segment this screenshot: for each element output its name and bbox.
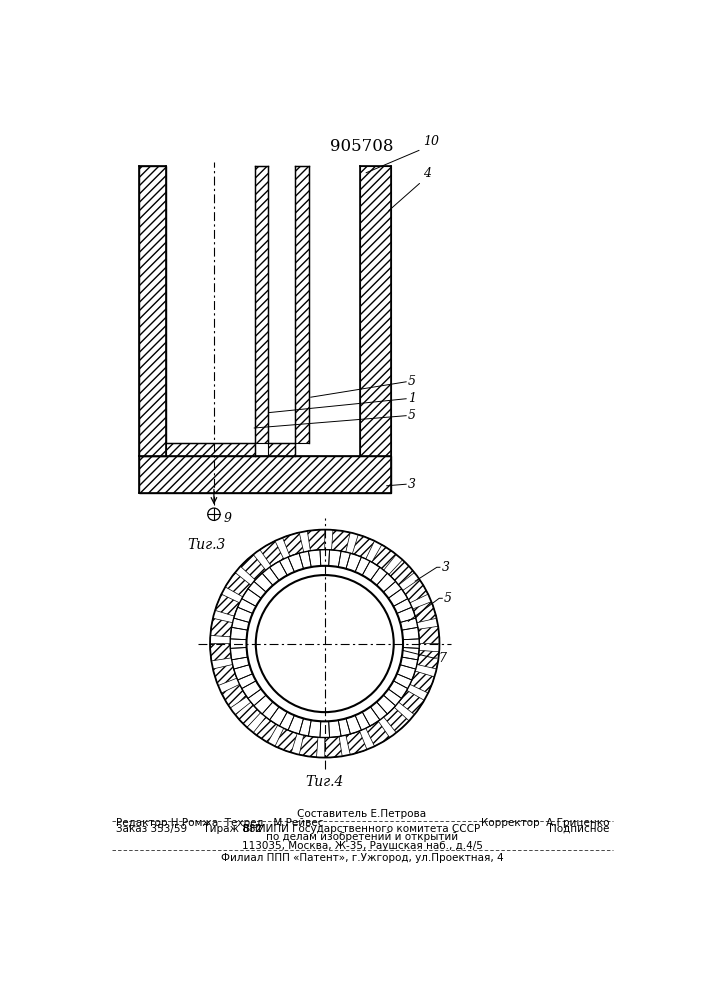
Polygon shape <box>234 665 252 680</box>
Text: 7: 7 <box>438 652 446 665</box>
Bar <box>139 456 391 493</box>
Polygon shape <box>346 715 361 734</box>
Polygon shape <box>388 589 408 606</box>
Text: Филиал ППП «Патент», г.Ужгород, ул.Проектная, 4: Филиал ППП «Патент», г.Ужгород, ул.Проек… <box>221 853 503 863</box>
Polygon shape <box>413 602 437 623</box>
Polygon shape <box>230 648 247 660</box>
Bar <box>360 166 391 456</box>
Polygon shape <box>269 561 287 580</box>
Polygon shape <box>389 560 414 585</box>
Text: 113035, Москва, Ж-35, Раушская наб., д.4/5: 113035, Москва, Ж-35, Раушская наб., д.4… <box>242 841 482 851</box>
Polygon shape <box>254 573 273 592</box>
Polygon shape <box>410 671 435 693</box>
Polygon shape <box>254 695 273 714</box>
Bar <box>166 443 255 456</box>
Text: Заказ 353/59     Тираж 882: Заказ 353/59 Тираж 882 <box>115 824 262 834</box>
Polygon shape <box>275 728 297 753</box>
Text: Τиг.4: Τиг.4 <box>305 774 344 788</box>
Polygon shape <box>308 550 321 567</box>
Bar <box>309 166 360 456</box>
Bar <box>139 166 166 456</box>
Text: 1: 1 <box>408 392 416 405</box>
Text: 10: 10 <box>423 135 439 148</box>
Polygon shape <box>402 627 419 640</box>
Text: Корректор  А.Гриценко: Корректор А.Гриценко <box>481 818 609 828</box>
Text: ВНИИПИ Государственного комитета СССР: ВНИИПИ Государственного комитета СССР <box>243 824 481 834</box>
Polygon shape <box>221 684 247 708</box>
Polygon shape <box>362 707 380 726</box>
Bar <box>268 166 296 443</box>
Text: Τиг.3: Τиг.3 <box>187 538 226 552</box>
Polygon shape <box>419 626 440 644</box>
Polygon shape <box>235 702 261 727</box>
Polygon shape <box>210 644 231 661</box>
Polygon shape <box>397 665 416 680</box>
Polygon shape <box>213 665 237 686</box>
Polygon shape <box>346 553 361 572</box>
Polygon shape <box>366 721 390 746</box>
Text: 3: 3 <box>441 561 450 574</box>
Polygon shape <box>288 553 303 572</box>
Polygon shape <box>215 594 240 616</box>
Polygon shape <box>234 607 252 622</box>
Polygon shape <box>325 736 342 758</box>
Polygon shape <box>403 579 428 603</box>
Polygon shape <box>253 717 278 742</box>
Bar <box>309 166 360 456</box>
Circle shape <box>257 576 393 711</box>
Text: 5: 5 <box>408 409 416 422</box>
Polygon shape <box>362 561 380 580</box>
Polygon shape <box>388 681 408 698</box>
Polygon shape <box>240 555 266 580</box>
Polygon shape <box>288 715 303 734</box>
Polygon shape <box>299 735 318 757</box>
Text: 905708: 905708 <box>330 138 394 155</box>
Text: Редактор Н.Ромжа  Техред   М.Рейвес: Редактор Н.Ромжа Техред М.Рейвес <box>115 818 323 828</box>
Polygon shape <box>308 720 321 737</box>
Polygon shape <box>346 731 367 755</box>
Polygon shape <box>242 589 261 606</box>
Circle shape <box>209 528 441 759</box>
Polygon shape <box>230 627 247 640</box>
Polygon shape <box>397 607 416 622</box>
Polygon shape <box>332 530 350 552</box>
Text: по делам изобретений и открытий: по делам изобретений и открытий <box>266 832 458 842</box>
Polygon shape <box>308 530 325 551</box>
Bar <box>296 166 309 443</box>
Bar <box>255 166 268 443</box>
Polygon shape <box>329 550 341 567</box>
Polygon shape <box>402 648 419 660</box>
Text: 5: 5 <box>408 375 416 388</box>
Polygon shape <box>352 535 375 559</box>
Polygon shape <box>377 695 396 714</box>
Polygon shape <box>399 690 424 715</box>
Polygon shape <box>377 573 396 592</box>
Polygon shape <box>226 573 251 597</box>
Text: 3: 3 <box>408 478 416 491</box>
Polygon shape <box>260 541 284 566</box>
Text: 5: 5 <box>444 592 452 605</box>
Bar <box>166 166 255 443</box>
Bar <box>268 443 296 456</box>
Polygon shape <box>283 532 304 556</box>
Polygon shape <box>211 618 233 637</box>
Polygon shape <box>242 681 261 698</box>
Polygon shape <box>269 707 287 726</box>
Polygon shape <box>329 720 341 737</box>
Polygon shape <box>372 545 396 570</box>
Text: 9: 9 <box>223 512 231 525</box>
Text: Подписное: Подписное <box>549 824 609 834</box>
Text: 4: 4 <box>423 167 431 180</box>
Polygon shape <box>384 707 409 733</box>
Polygon shape <box>417 650 439 669</box>
Text: Составитель Е.Петрова: Составитель Е.Петрова <box>298 809 426 819</box>
